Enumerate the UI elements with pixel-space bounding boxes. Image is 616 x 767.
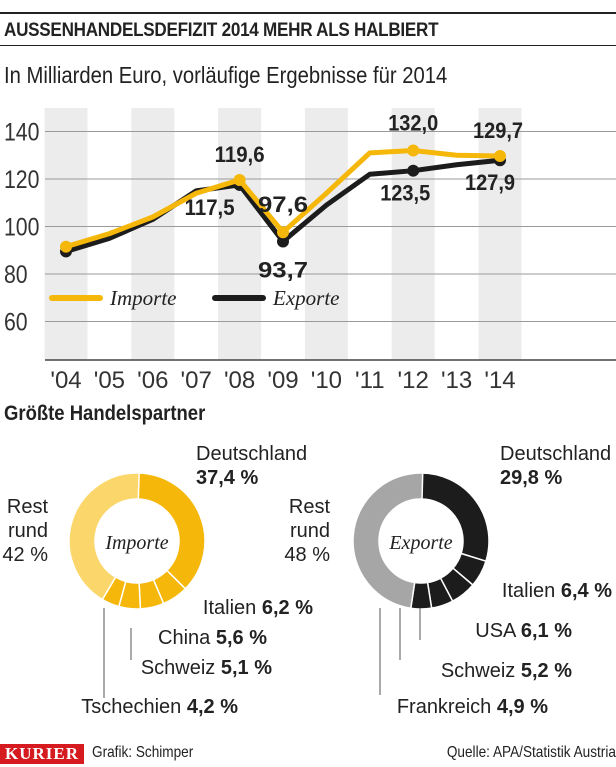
top-rule bbox=[0, 12, 616, 14]
import-schweiz-label: Schweiz bbox=[141, 657, 221, 679]
importe-point bbox=[407, 144, 420, 157]
column-band bbox=[131, 108, 175, 360]
data-label: 123,5 bbox=[380, 181, 430, 206]
exporte-point bbox=[277, 235, 289, 248]
pie-center-label: Importe bbox=[104, 532, 168, 554]
rest-label: Rest bbox=[7, 496, 49, 518]
export-frankreich-label: Frankreich bbox=[397, 696, 497, 718]
x-tick-label: '10 bbox=[311, 367, 342, 394]
rest-label: rund bbox=[290, 520, 330, 542]
column-band bbox=[478, 108, 522, 360]
x-tick-label: '08 bbox=[224, 367, 255, 394]
importe-point bbox=[233, 173, 246, 186]
import-tschechien-value: 4,2 % bbox=[187, 696, 238, 718]
import-tschechien: Tschechien 4,2 % bbox=[81, 696, 238, 718]
import-china-label: China bbox=[158, 627, 216, 649]
x-tick-label: '13 bbox=[441, 367, 472, 394]
export-schweiz-label: Schweiz bbox=[441, 660, 521, 682]
export-italien-label: Italien bbox=[502, 580, 561, 602]
import-deutschland-value: 37,4 % bbox=[196, 467, 258, 489]
data-label: 117,5 bbox=[185, 195, 235, 220]
x-tick-label: '12 bbox=[398, 367, 429, 394]
export-frankreich: Frankreich 4,9 % bbox=[397, 696, 548, 718]
pie-slice bbox=[68, 472, 140, 601]
data-label: 97,6 bbox=[258, 192, 308, 217]
rest-label: Rest bbox=[289, 496, 331, 518]
pie-slice bbox=[136, 472, 206, 590]
x-tick-label: '07 bbox=[181, 367, 212, 394]
import-china: China 5,6 % bbox=[158, 627, 267, 649]
x-tick-label: '11 bbox=[355, 367, 385, 394]
section-title: Größte Handelspartner bbox=[4, 402, 206, 425]
import-italien-label: Italien bbox=[203, 597, 262, 619]
legend-label: Importe bbox=[109, 286, 177, 310]
column-band bbox=[304, 108, 348, 360]
y-tick-label: 140 bbox=[4, 118, 39, 146]
kurier-logo: KURIER bbox=[0, 744, 85, 764]
data-label: 127,9 bbox=[465, 170, 515, 195]
data-label: 119,6 bbox=[215, 142, 265, 167]
data-label: 132,0 bbox=[388, 111, 438, 136]
pie-slice bbox=[352, 472, 424, 610]
y-tick-label: 100 bbox=[4, 213, 39, 241]
importe-point bbox=[494, 149, 506, 162]
column-band bbox=[218, 108, 262, 360]
export-schweiz-value: 5,2 % bbox=[521, 660, 572, 682]
rest-label: rund bbox=[8, 520, 48, 542]
export-usa: USA 6,1 % bbox=[475, 620, 572, 642]
x-tick-label: '06 bbox=[137, 367, 168, 394]
export-italien: Italien 6,4 % bbox=[502, 580, 612, 602]
import-italien-value: 6,2 % bbox=[262, 597, 313, 619]
y-tick-label: 60 bbox=[4, 308, 28, 336]
import-schweiz: Schweiz 5,1 % bbox=[141, 657, 272, 679]
source: Quelle: APA/Statistik Austria bbox=[446, 744, 616, 761]
subtitle: In Milliarden Euro, vorläufige Ergebniss… bbox=[4, 62, 448, 88]
import-italien: Italien 6,2 % bbox=[203, 597, 313, 619]
import-schweiz-value: 5,1 % bbox=[221, 657, 272, 679]
exporte-point bbox=[407, 164, 420, 177]
export-frankreich-value: 4,9 % bbox=[497, 696, 548, 718]
y-tick-label: 120 bbox=[4, 165, 39, 193]
header-rule bbox=[0, 45, 616, 46]
x-tick-label: '09 bbox=[267, 367, 298, 394]
rest-value: 48 % bbox=[284, 544, 330, 566]
x-tick-label: '05 bbox=[94, 367, 125, 394]
data-label: 129,7 bbox=[473, 118, 523, 143]
export-usa-value: 6,1 % bbox=[521, 620, 572, 642]
data-label: 93,7 bbox=[258, 257, 308, 282]
x-tick-label: '04 bbox=[50, 367, 81, 394]
x-tick-label: '14 bbox=[484, 367, 515, 394]
credit: Grafik: Schimper bbox=[92, 744, 194, 761]
importe-point bbox=[277, 226, 289, 239]
import-deutschland-label: Deutschland bbox=[196, 443, 307, 465]
legend-label: Exporte bbox=[272, 286, 339, 310]
y-tick-label: 80 bbox=[4, 260, 28, 288]
export-usa-label: USA bbox=[475, 620, 521, 642]
import-tschechien-label: Tschechien bbox=[81, 696, 187, 718]
export-deutschland-value: 29,8 % bbox=[500, 467, 562, 489]
import-china-value: 5,6 % bbox=[216, 627, 267, 649]
column-band bbox=[44, 108, 88, 360]
pie-center-label: Exporte bbox=[388, 532, 452, 554]
headline: AUSSENHANDELSDEFIZIT 2014 MEHR ALS HALBI… bbox=[4, 20, 439, 41]
rest-value: 42 % bbox=[2, 544, 48, 566]
importe-point bbox=[60, 240, 72, 253]
export-italien-value: 6,4 % bbox=[561, 580, 612, 602]
export-deutschland-label: Deutschland bbox=[500, 443, 611, 465]
export-schweiz: Schweiz 5,2 % bbox=[441, 660, 572, 682]
